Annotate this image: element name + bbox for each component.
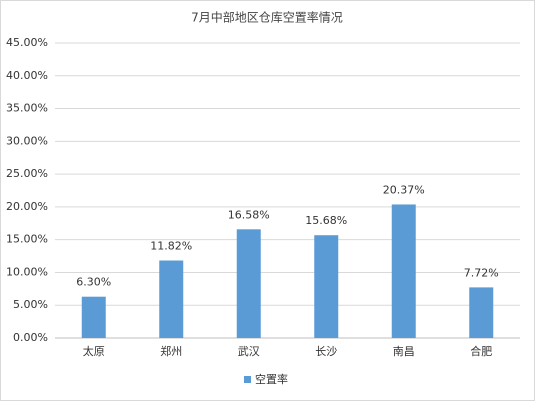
- x-tick-label: 武汉: [238, 345, 260, 358]
- x-tick-label: 长沙: [315, 345, 337, 358]
- x-tick-label: 合肥: [470, 344, 492, 358]
- y-tick-label: 30.00%: [6, 134, 48, 147]
- bar: [391, 204, 416, 338]
- bar: [159, 260, 184, 338]
- bar: [81, 296, 106, 338]
- y-tick-label: 10.00%: [6, 265, 48, 278]
- x-tick-label: 南昌: [393, 345, 415, 358]
- data-label: 7.72%: [464, 266, 499, 279]
- legend-swatch: [244, 376, 251, 383]
- data-label: 6.30%: [76, 276, 111, 289]
- y-tick-label: 20.00%: [6, 200, 48, 213]
- y-tick-label: 0.00%: [13, 331, 48, 344]
- y-tick-label: 5.00%: [13, 298, 48, 311]
- x-tick-label: 郑州: [160, 344, 182, 358]
- data-label: 11.82%: [150, 240, 192, 253]
- legend-label: 空置率: [255, 372, 288, 386]
- y-tick-label: 25.00%: [6, 167, 48, 180]
- data-label: 16.58%: [228, 208, 270, 221]
- bar: [314, 235, 339, 338]
- data-label: 20.37%: [383, 183, 425, 196]
- chart-title: 7月中部地区仓库空置率情况: [191, 10, 343, 25]
- y-tick-label: 45.00%: [6, 36, 48, 49]
- data-label: 15.68%: [305, 214, 347, 227]
- bar: [236, 229, 261, 338]
- y-tick-label: 15.00%: [6, 233, 48, 246]
- y-tick-label: 35.00%: [6, 102, 48, 115]
- bar: [469, 287, 494, 338]
- y-tick-label: 40.00%: [6, 69, 48, 82]
- x-tick-label: 太原: [83, 345, 105, 358]
